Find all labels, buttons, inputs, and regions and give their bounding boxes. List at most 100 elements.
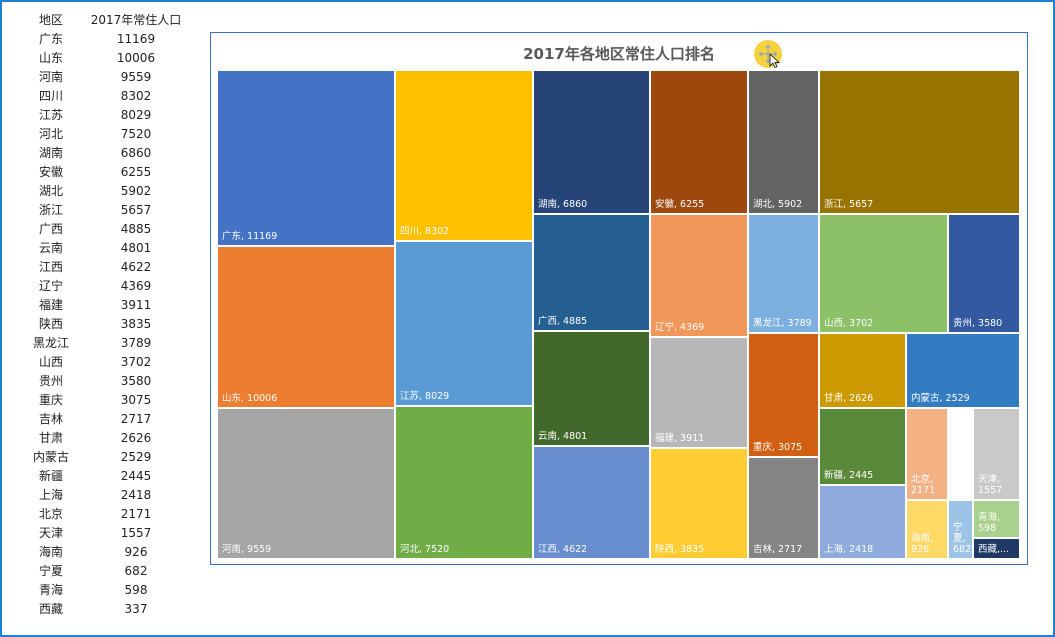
table-row[interactable]: 安徽 6255 [22,163,192,182]
population-cell[interactable]: 3702 [120,355,152,369]
population-cell[interactable]: 2171 [120,507,152,521]
region-cell[interactable]: 内蒙古 [32,450,69,464]
table-row[interactable]: 河南 9559 [22,68,192,87]
table-row[interactable]: 山东 10006 [22,49,192,68]
population-cell[interactable]: 5657 [120,203,152,217]
population-cell[interactable]: 2717 [120,412,152,426]
population-cell[interactable]: 9559 [120,70,152,84]
region-cell[interactable]: 西藏 [38,602,63,616]
treemap-tile[interactable]: 宁 夏, 682 [948,499,973,559]
table-row[interactable]: 河北 7520 [22,125,192,144]
treemap-tile[interactable]: 河南, 9559 [217,407,395,559]
treemap-tile[interactable]: 甘肃, 2626 [819,332,906,408]
region-cell[interactable]: 广西 [38,222,63,236]
region-cell[interactable]: 福建 [38,298,63,312]
table-row[interactable]: 青海 598 [22,581,192,600]
treemap-tile[interactable]: 江苏, 8029 [395,240,533,406]
population-cell[interactable]: 926 [124,545,148,559]
treemap-tile[interactable]: 山西, 3702 [819,214,948,333]
population-cell[interactable]: 2445 [120,469,152,483]
population-cell[interactable]: 3580 [120,374,152,388]
region-cell[interactable]: 北京 [38,507,63,521]
population-cell[interactable]: 4801 [120,241,152,255]
table-row[interactable]: 山西 3702 [22,353,192,372]
table-row[interactable]: 黑龙江 3789 [22,334,192,353]
treemap-tile[interactable]: 福建, 3911 [650,336,748,448]
population-cell[interactable]: 4885 [120,222,152,236]
table-row[interactable]: 广西 4885 [22,220,192,239]
table-row[interactable]: 云南 4801 [22,239,192,258]
region-cell[interactable]: 重庆 [38,393,63,407]
treemap-tile[interactable]: 海南, 926 [906,499,948,559]
population-cell[interactable]: 4622 [120,260,152,274]
treemap-tile[interactable]: 吉林, 2717 [748,456,819,559]
treemap-tile[interactable]: 河北, 7520 [395,405,533,559]
population-cell[interactable]: 2418 [120,488,152,502]
treemap-tile[interactable]: 西藏,... [973,538,1020,559]
population-cell[interactable]: 682 [124,564,148,578]
table-row[interactable]: 内蒙古 2529 [22,448,192,467]
population-cell[interactable]: 8302 [120,89,152,103]
chart-title[interactable]: 2017年各地区常住人口排名 [523,45,715,63]
table-row[interactable]: 湖南 6860 [22,144,192,163]
table-row[interactable]: 宁夏 682 [22,562,192,581]
region-cell[interactable]: 新疆 [38,469,63,483]
treemap-tile[interactable]: 山东, 10006 [217,246,395,408]
region-cell[interactable]: 辽宁 [38,279,63,293]
population-cell[interactable]: 4369 [120,279,152,293]
population-cell[interactable]: 7520 [120,127,152,141]
treemap-tile[interactable]: 新疆, 2445 [819,407,906,485]
table-row[interactable]: 重庆 3075 [22,391,192,410]
table-row[interactable]: 江苏 8029 [22,106,192,125]
population-cell[interactable]: 11169 [116,32,156,46]
table-row[interactable]: 广东 11169 [22,30,192,49]
table-row[interactable]: 上海 2418 [22,486,192,505]
table-row[interactable]: 新疆 2445 [22,467,192,486]
table-row[interactable]: 贵州 3580 [22,372,192,391]
treemap-tile[interactable]: 北京, 2171 [906,407,948,500]
population-cell[interactable]: 6255 [120,165,152,179]
region-cell[interactable]: 浙江 [38,203,63,217]
region-cell[interactable]: 山东 [38,51,63,65]
region-cell[interactable]: 湖南 [38,146,63,160]
region-cell[interactable]: 上海 [38,488,63,502]
treemap-tile[interactable]: 湖南, 6860 [533,70,650,214]
population-cell[interactable]: 2626 [120,431,152,445]
region-cell[interactable]: 天津 [38,526,63,540]
table-row[interactable]: 四川 8302 [22,87,192,106]
move-handle-icon[interactable] [754,40,782,68]
population-cell[interactable]: 3789 [120,336,152,350]
population-cell[interactable]: 3911 [120,298,152,312]
treemap-tile[interactable]: 江西, 4622 [533,445,650,559]
treemap-tile[interactable]: 安徽, 6255 [650,70,748,214]
treemap-tile[interactable]: 贵州, 3580 [948,214,1020,333]
region-cell[interactable]: 江苏 [38,108,63,122]
header-population[interactable]: 2017年常住人口 [90,13,182,27]
treemap-tile[interactable]: 浙江, 5657 [819,70,1020,214]
population-cell[interactable]: 337 [124,602,148,616]
treemap-tile[interactable]: 重庆, 3075 [748,332,819,457]
table-row[interactable]: 海南 926 [22,543,192,562]
treemap-tile[interactable]: 内蒙古, 2529 [906,332,1020,408]
treemap-tile[interactable]: 黑龙江, 3789 [748,214,819,333]
treemap-tile[interactable]: 天津, 1557 [973,407,1020,500]
region-cell[interactable]: 云南 [38,241,63,255]
population-cell[interactable]: 6860 [120,146,152,160]
treemap-tile[interactable]: 上海, 2418 [819,485,906,559]
table-row[interactable]: 吉林 2717 [22,410,192,429]
table-row[interactable]: 甘肃 2626 [22,429,192,448]
table-row[interactable]: 福建 3911 [22,296,192,315]
region-cell[interactable]: 黑龙江 [32,336,69,350]
treemap-tile[interactable]: 四川, 8302 [395,70,533,241]
treemap-tile[interactable]: 广西, 4885 [533,214,650,331]
population-cell[interactable]: 10006 [116,51,156,65]
region-cell[interactable]: 江西 [38,260,63,274]
table-row[interactable]: 浙江 5657 [22,201,192,220]
population-cell[interactable]: 5902 [120,184,152,198]
table-row[interactable]: 陕西 3835 [22,315,192,334]
header-region[interactable]: 地区 [38,13,63,27]
table-row[interactable]: 湖北 5902 [22,182,192,201]
region-cell[interactable]: 山西 [38,355,63,369]
region-cell[interactable]: 贵州 [38,374,63,388]
region-cell[interactable]: 四川 [38,89,63,103]
